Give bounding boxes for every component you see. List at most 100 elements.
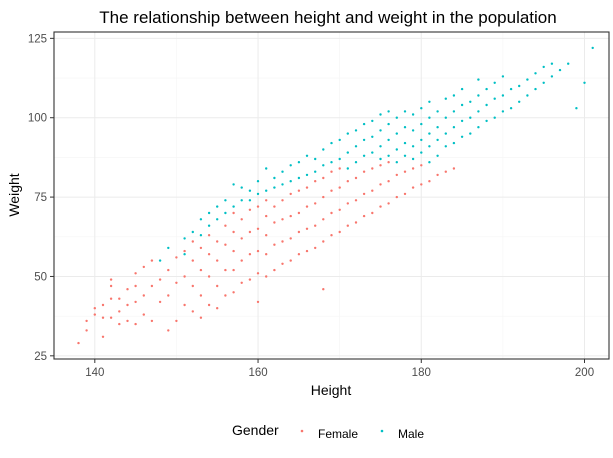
male-point [420, 122, 423, 126]
series-female [77, 161, 456, 345]
male-point [518, 84, 521, 88]
male-point [420, 138, 423, 142]
female-point [379, 183, 382, 186]
male-point [411, 157, 415, 161]
female-point [281, 262, 284, 265]
female-point [346, 180, 349, 183]
male-point [346, 167, 349, 170]
female-point [216, 240, 219, 243]
female-point [118, 322, 121, 326]
male-point [281, 183, 284, 186]
male-point [526, 78, 529, 81]
female-point [199, 246, 203, 250]
female-point [379, 205, 382, 208]
female-point [322, 195, 325, 199]
female-point [265, 199, 268, 202]
male-point [411, 129, 415, 132]
female-point [224, 224, 227, 227]
female-point [224, 268, 227, 272]
female-point [387, 161, 390, 164]
female-point [216, 284, 219, 288]
female-point [216, 307, 219, 310]
female-point [240, 218, 243, 221]
x-tick-label: 200 [575, 367, 594, 379]
male-point [379, 157, 382, 161]
male-point [224, 199, 227, 202]
female-point [207, 234, 211, 237]
female-point [314, 246, 317, 250]
male-point [534, 72, 537, 75]
female-point [265, 253, 268, 256]
female-point [85, 329, 88, 332]
female-point [338, 230, 341, 234]
male-point [509, 87, 513, 91]
female-point [199, 268, 203, 272]
male-point [591, 46, 594, 50]
female-point [297, 211, 301, 215]
male-point [305, 154, 309, 157]
female-point [362, 170, 366, 173]
female-point [452, 167, 456, 170]
female-point [330, 170, 333, 173]
female-point [314, 180, 317, 183]
male-point [281, 170, 284, 173]
female-point [126, 303, 129, 307]
female-point [126, 319, 129, 323]
female-point [232, 230, 235, 234]
male-point [379, 145, 382, 148]
female-point [240, 259, 243, 262]
female-point [224, 243, 227, 246]
female-point [142, 265, 145, 269]
female-point [420, 164, 423, 167]
female-point [175, 256, 178, 259]
female-point [387, 202, 390, 205]
y-tick-label: 125 [28, 33, 47, 45]
female-point [101, 316, 105, 319]
male-point [575, 107, 578, 110]
female-point [167, 294, 170, 297]
female-point [289, 192, 292, 196]
female-point [305, 186, 309, 189]
female-point [134, 284, 137, 288]
female-point [281, 199, 284, 202]
x-tick-label: 180 [412, 367, 431, 379]
female-point [322, 240, 325, 243]
male-point [452, 110, 456, 113]
male-point [183, 253, 186, 256]
male-point [387, 122, 390, 126]
female-point [118, 297, 121, 300]
male-point [330, 141, 333, 145]
male-point [199, 218, 203, 221]
female-point [232, 268, 235, 272]
male-point [387, 154, 390, 157]
male-point [371, 151, 374, 154]
male-point [371, 135, 374, 138]
female-point [428, 180, 431, 183]
male-point [289, 164, 292, 167]
female-point [330, 189, 333, 192]
legend-key-male [380, 429, 384, 433]
female-point [93, 313, 97, 316]
male-point [289, 180, 292, 183]
male-point [493, 97, 496, 100]
female-point [330, 211, 333, 215]
female-point [224, 294, 227, 297]
plot-panel-border [53, 31, 610, 360]
legend-key-female [300, 429, 304, 433]
male-point [444, 116, 447, 119]
chart-title: The relationship between height and weig… [99, 8, 556, 27]
male-point [550, 75, 554, 78]
male-point [403, 141, 407, 145]
male-point [428, 100, 431, 104]
female-point [411, 167, 415, 170]
male-point [444, 145, 447, 148]
male-point [256, 192, 260, 196]
male-point [501, 110, 505, 113]
male-point [232, 205, 235, 208]
male-point [558, 68, 562, 72]
male-point [346, 151, 349, 154]
female-point [297, 230, 301, 234]
female-point [150, 284, 154, 288]
male-point [273, 186, 276, 189]
